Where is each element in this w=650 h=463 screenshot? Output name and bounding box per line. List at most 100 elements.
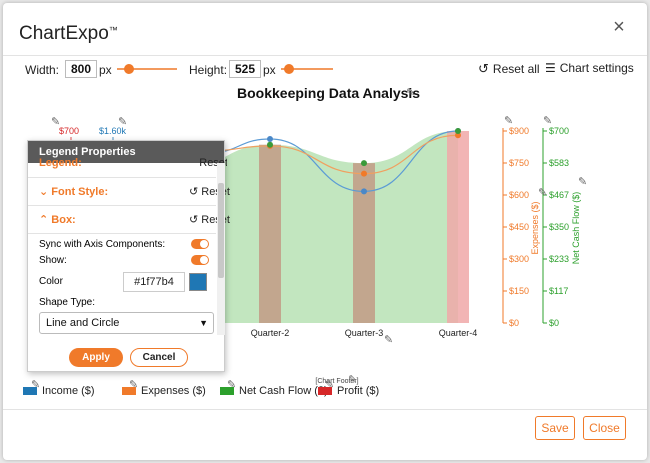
edit-pencil-icon[interactable]: ✎ [543, 115, 553, 127]
width-label: Width: [25, 63, 60, 77]
sync-toggle[interactable] [191, 239, 209, 249]
chart-settings-dialog: ChartExpo™ × Width: 800 px Height: 525 p… [3, 3, 647, 460]
box-section-header[interactable]: ⌃ Box: ↺ Reset [39, 213, 230, 226]
panel-title: Legend Properties [28, 141, 224, 163]
net-cash-flow-axis-tick-label: $700 [549, 126, 569, 136]
legend-item-income[interactable]: Income ($) [23, 385, 95, 397]
show-label: Show: [39, 255, 67, 266]
edit-pencil-icon[interactable]: ✎ [504, 115, 514, 127]
edit-title-pencil-icon[interactable]: ✎ [406, 87, 416, 99]
legend-section-title: Legend: [39, 157, 82, 169]
legend-label: Profit ($) [337, 385, 380, 397]
edit-pencil-icon[interactable]: ✎ [538, 187, 548, 199]
legend-swatch-income [23, 387, 37, 395]
net-cash-flow-axis-tick-label: $233 [549, 254, 569, 264]
edit-pencil-icon[interactable]: ✎ [129, 379, 139, 391]
net-cash-flow-axis-title: Net Cash Flow ($) [571, 192, 581, 265]
net-cash-flow-axis-tick-label: $583 [549, 158, 569, 168]
expenses-axis-tick-label: $450 [509, 222, 529, 232]
edit-pencil-icon[interactable]: ✎ [51, 116, 61, 128]
reset-all-button[interactable]: ↺ Reset all [478, 61, 540, 77]
legend-swatch-expenses [122, 387, 136, 395]
apply-button[interactable]: Apply [69, 348, 123, 367]
edit-pencil-icon[interactable]: ✎ [578, 176, 588, 188]
x-tick-label: Quarter-4 [439, 328, 478, 338]
legend-item-profit[interactable]: Profit ($) [318, 385, 379, 397]
chart-footer[interactable]: [Chart Footer] [315, 378, 358, 385]
profit-bar [353, 163, 375, 323]
legend-properties-panel: Legend Properties Legend: Reset ⌄ Font S… [27, 140, 230, 372]
expenses-line [207, 134, 459, 175]
height-unit: px [263, 63, 276, 77]
sliders-icon: ☰ [545, 61, 556, 75]
legend-label: Expenses ($) [141, 385, 206, 397]
expenses-axis-tick-label: $900 [509, 126, 529, 136]
panel-scrollbar[interactable] [217, 163, 225, 335]
scrollbar-thumb[interactable] [218, 183, 224, 278]
legend-label: Net Cash Flow ($) [239, 385, 328, 397]
divider [28, 205, 216, 206]
width-input[interactable]: 800 [65, 60, 97, 78]
color-hex-input[interactable]: #1f77b4 [123, 272, 185, 292]
font-style-section-header[interactable]: ⌄ Font Style: ↺ Reset [39, 185, 230, 198]
divider [28, 233, 216, 234]
legend-label: Income ($) [42, 385, 95, 397]
income-point[interactable] [267, 136, 273, 142]
sync-label: Sync with Axis Components: [39, 239, 166, 250]
net-cash-flow-point[interactable] [455, 128, 461, 134]
net-cash-flow-point[interactable] [361, 160, 367, 167]
height-slider-handle[interactable] [284, 64, 294, 74]
income-point[interactable] [361, 188, 367, 195]
edit-pencil-icon[interactable]: ✎ [325, 379, 335, 391]
close-icon[interactable]: × [613, 16, 625, 38]
chart-title[interactable]: Bookkeeping Data Analysis [237, 85, 421, 101]
width-slider-handle[interactable] [124, 64, 134, 74]
show-toggle[interactable] [191, 255, 209, 265]
edit-pencil-icon[interactable]: ✎ [227, 379, 237, 391]
net-cash-flow-axis-tick-label: $467 [549, 190, 569, 200]
legend-swatch-net-cash-flow [220, 387, 234, 395]
width-slider-track[interactable] [117, 68, 177, 70]
reset-all-label: Reset all [492, 62, 540, 76]
expenses-point[interactable] [361, 170, 367, 177]
color-label: Color [39, 276, 63, 287]
edit-pencil-icon[interactable]: ✎ [384, 334, 394, 346]
chart-settings-button[interactable]: ☰ Chart settings [545, 61, 634, 75]
reset-label: Reset [201, 214, 230, 226]
expenses-axis-tick-label: $300 [509, 254, 529, 264]
expenses-axis-tick-label: $150 [509, 286, 529, 296]
edit-pencil-icon[interactable]: ✎ [31, 379, 41, 391]
color-swatch[interactable] [189, 273, 207, 291]
close-button[interactable]: Close [583, 416, 626, 440]
shape-type-label: Shape Type: [39, 297, 95, 308]
net-cash-flow-axis-tick-label: $0 [549, 318, 559, 328]
cancel-button[interactable]: Cancel [130, 348, 188, 367]
profit-bar [447, 131, 469, 323]
edit-pencil-icon[interactable]: ✎ [348, 374, 358, 386]
divider [28, 177, 216, 178]
left-axis-label-profit: $700 [59, 126, 79, 136]
shape-type-select[interactable]: Line and Circle ▼ [39, 312, 214, 334]
chart-settings-label: Chart settings [559, 61, 634, 75]
edit-pencil-icon[interactable]: ✎ [118, 116, 128, 128]
legend-item-net-cash-flow[interactable]: Net Cash Flow ($) [220, 385, 328, 397]
height-input[interactable]: 525 [229, 60, 261, 78]
save-button[interactable]: Save [535, 416, 575, 440]
chart-plot-area [175, 128, 469, 323]
chevron-down-icon: ▼ [199, 318, 208, 328]
footer-divider [3, 409, 647, 410]
expenses-axis-tick-label: $600 [509, 190, 529, 200]
legend-item-expenses[interactable]: Expenses ($) [122, 385, 206, 397]
expenses-axis-title: Expenses ($) [530, 201, 540, 254]
expenses-point[interactable] [455, 132, 461, 139]
x-tick-label: Quarter-2 [251, 328, 290, 338]
net-cash-flow-axis-tick-label: $350 [549, 222, 569, 232]
height-label: Height: [189, 63, 228, 77]
shape-type-value: Line and Circle [46, 317, 120, 329]
profit-bar [259, 144, 281, 323]
height-slider-track[interactable] [281, 68, 333, 70]
reset-label: Reset [201, 186, 230, 198]
undo-icon: ↺ [478, 61, 489, 76]
legend-section-header[interactable]: Legend: Reset [39, 157, 227, 171]
net-cash-flow-point[interactable] [267, 141, 273, 148]
